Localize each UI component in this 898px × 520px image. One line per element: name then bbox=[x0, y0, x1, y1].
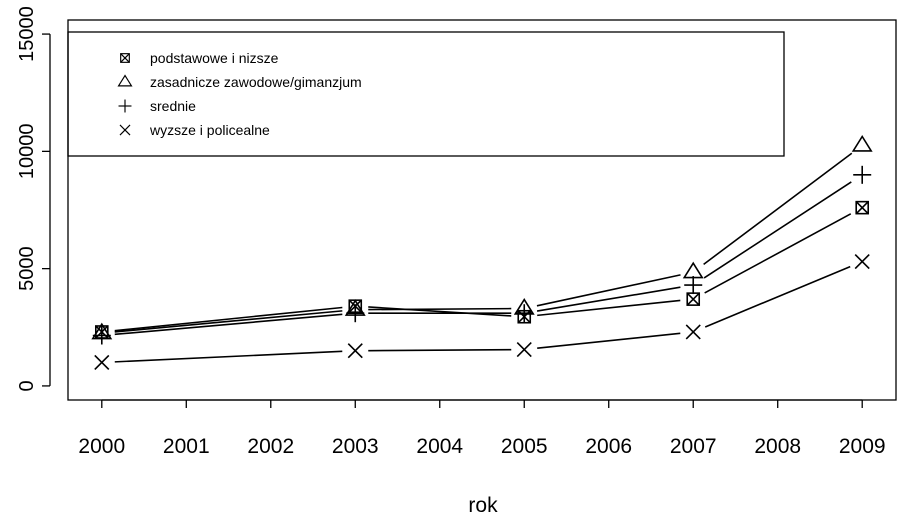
data-point bbox=[94, 354, 110, 371]
x-tick-label: 2006 bbox=[585, 435, 632, 458]
x-tick-label: 2005 bbox=[501, 435, 548, 458]
data-point bbox=[854, 254, 870, 270]
legend-box bbox=[67, 31, 785, 157]
series-line-segment bbox=[703, 152, 853, 266]
legend-label: wyzsze i policealne bbox=[149, 122, 270, 138]
legend-symbol bbox=[119, 124, 131, 136]
x-tick-label: 2001 bbox=[163, 435, 210, 458]
series-line-segment bbox=[536, 286, 681, 312]
series-line-segment bbox=[368, 306, 512, 317]
y-tick-label: 15000 bbox=[16, 6, 38, 62]
series-3 bbox=[92, 165, 872, 345]
legend-symbol bbox=[120, 53, 130, 63]
series-line-segment bbox=[114, 313, 343, 336]
series-2 bbox=[91, 134, 873, 340]
x-tick-label: 2000 bbox=[78, 435, 125, 458]
legend-label: srednie bbox=[150, 98, 196, 114]
series-line-segment bbox=[368, 348, 512, 352]
x-tick-label: 2008 bbox=[754, 435, 801, 458]
series-layer bbox=[91, 134, 873, 371]
legend: podstawowe i nizsze zasadnicze zawodowe/g… bbox=[67, 31, 785, 157]
series-line-segment bbox=[703, 181, 852, 279]
data-point bbox=[346, 304, 365, 323]
data-point bbox=[682, 261, 704, 279]
series-line-segment bbox=[114, 310, 343, 333]
legend-label: zasadnicze zawodowe/gimanzjum bbox=[150, 74, 362, 90]
data-point bbox=[515, 304, 534, 323]
x-tick-label: 2003 bbox=[332, 435, 379, 458]
legend-symbol bbox=[117, 74, 133, 87]
series-line-segment bbox=[704, 265, 851, 328]
legend-symbol bbox=[118, 99, 132, 113]
x-axis-label: rok bbox=[468, 494, 498, 517]
data-point bbox=[855, 200, 870, 215]
x-tick-label: 2004 bbox=[416, 435, 463, 458]
y-axis: 0 5000 10000 15000 bbox=[16, 6, 51, 391]
series-1 bbox=[94, 200, 870, 339]
data-point bbox=[347, 343, 363, 359]
data-point bbox=[685, 324, 701, 340]
data-point bbox=[853, 165, 872, 184]
series-line-segment bbox=[368, 307, 512, 311]
legend-label: podstawowe i nizsze bbox=[150, 50, 279, 66]
series-line-segment bbox=[704, 213, 852, 294]
data-point bbox=[516, 342, 532, 358]
series-line-segment bbox=[536, 274, 681, 307]
x-tick-label: 2009 bbox=[839, 435, 886, 458]
y-tick-label: 5000 bbox=[16, 246, 38, 291]
y-tick-label: 10000 bbox=[16, 124, 38, 180]
data-point bbox=[851, 134, 873, 152]
series-4 bbox=[94, 254, 870, 371]
x-tick-label: 2002 bbox=[247, 435, 294, 458]
data-point bbox=[684, 276, 703, 295]
series-line-segment bbox=[114, 306, 343, 332]
series-line-segment bbox=[114, 350, 343, 363]
x-axis: 2000 2001 2002 2003 2004 2005 2006 2007 2008 2009 bbox=[78, 399, 886, 458]
series-line-segment bbox=[537, 299, 681, 317]
data-point bbox=[92, 326, 111, 345]
x-tick-label: 2007 bbox=[670, 435, 717, 458]
series-line-segment bbox=[537, 332, 681, 350]
y-tick-label: 0 bbox=[16, 380, 38, 391]
data-point bbox=[686, 292, 701, 306]
